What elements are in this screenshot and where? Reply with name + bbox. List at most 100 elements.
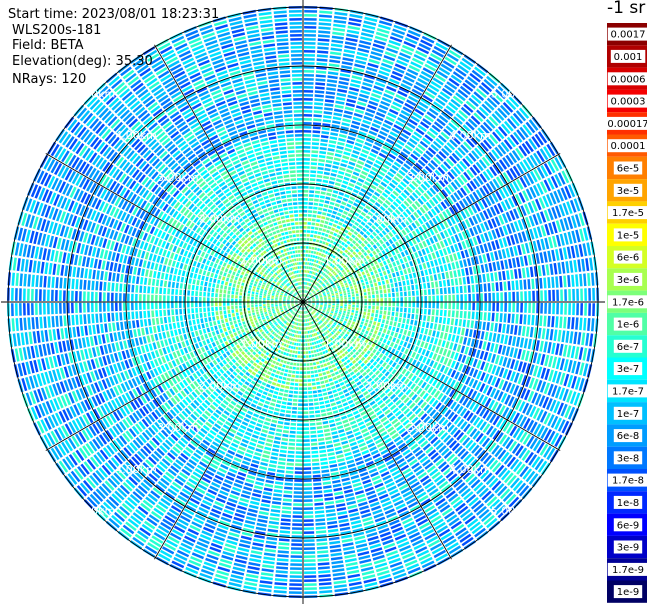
range-gate: [457, 242, 463, 251]
range-gate: [417, 217, 424, 225]
range-gate: [374, 202, 381, 208]
range-gate: [427, 210, 434, 218]
range-gate: [574, 214, 581, 227]
range-gate: [578, 212, 585, 226]
range-gate: [289, 430, 296, 434]
range-gate: [391, 348, 396, 354]
range-gate: [496, 292, 499, 302]
range-gate: [416, 296, 419, 302]
range-gate: [513, 233, 520, 244]
range-gate: [354, 236, 359, 242]
range-gate: [364, 181, 371, 187]
range-gate: [381, 266, 385, 271]
range-gate: [509, 182, 517, 194]
range-gate: [521, 326, 526, 337]
range-gate: [332, 31, 345, 36]
range-gate: [527, 314, 531, 325]
range-gate: [561, 420, 570, 434]
range-gate: [297, 423, 303, 426]
range-gate: [346, 139, 355, 145]
range-gate: [303, 170, 310, 173]
range-gate: [433, 323, 438, 330]
range-gate: [348, 304, 351, 307]
range-gate: [523, 418, 531, 430]
range-gate: [326, 319, 329, 322]
range-gate: [322, 310, 325, 313]
range-gate: [303, 74, 314, 77]
range-gate: [484, 493, 495, 504]
range-gate: [363, 311, 367, 316]
range-gate: [311, 305, 315, 307]
range-gate: [388, 231, 394, 238]
range-gate: [554, 434, 563, 447]
range-gate: [341, 331, 345, 335]
range-gate: [330, 290, 334, 293]
range-gate: [352, 171, 360, 177]
range-gate: [452, 71, 465, 81]
range-gate: [437, 273, 442, 280]
range-gate: [411, 134, 420, 142]
range-gate: [364, 277, 368, 282]
range-gate: [540, 211, 547, 223]
range-gate: [332, 165, 339, 169]
range-gate: [334, 261, 338, 266]
range-gate: [446, 377, 453, 386]
range-gate: [465, 219, 471, 228]
range-gate: [457, 89, 469, 99]
range-gate: [348, 222, 353, 227]
range-gate: [509, 167, 518, 179]
range-gate: [430, 80, 442, 89]
range-gate: [323, 237, 328, 241]
range-gate: [492, 262, 497, 271]
range-gate: [319, 296, 323, 299]
range-gate: [357, 348, 362, 353]
range-gate: [304, 563, 316, 566]
range-gate: [548, 355, 554, 368]
range-gate: [473, 112, 484, 122]
range-gate: [377, 318, 382, 323]
range-gate: [347, 199, 354, 205]
range-gate: [551, 249, 556, 262]
range-gate: [338, 265, 342, 269]
range-gate: [495, 190, 503, 201]
range-gate: [371, 313, 375, 317]
range-gate: [321, 216, 326, 220]
range-gate: [353, 284, 357, 288]
range-gate: [311, 305, 315, 307]
range-gate: [378, 24, 391, 31]
range-gate: [442, 317, 447, 324]
range-gate: [384, 388, 391, 394]
range-gate: [552, 370, 558, 383]
range-gate: [354, 340, 358, 345]
range-gate: [371, 325, 376, 329]
range-gate: [502, 436, 511, 447]
range-gate: [303, 351, 306, 354]
range-gate: [515, 399, 522, 411]
range-gate: [311, 280, 314, 283]
range-gate: [412, 111, 423, 120]
range-gate: [446, 350, 452, 358]
range-gate: [446, 453, 456, 462]
range-gate: [377, 198, 384, 205]
range-gate: [349, 209, 355, 214]
range-gate: [303, 455, 311, 458]
range-gate: [299, 339, 301, 342]
range-gate: [368, 100, 379, 107]
range-gate: [525, 216, 531, 228]
range-gate: [388, 306, 391, 311]
range-gate: [447, 310, 451, 317]
range-gate: [304, 591, 318, 594]
range-gate: [317, 211, 322, 215]
range-gate: [367, 156, 376, 162]
range-gate: [500, 302, 503, 312]
range-gate: [430, 208, 437, 216]
range-gate: [303, 262, 305, 265]
range-gate: [450, 226, 457, 235]
range-gate: [376, 322, 381, 327]
range-gate: [418, 226, 424, 233]
range-gate: [338, 245, 343, 249]
range-gate: [471, 390, 478, 400]
range-gate: [310, 294, 313, 296]
range-gate: [400, 291, 403, 297]
range-gate: [450, 245, 455, 253]
